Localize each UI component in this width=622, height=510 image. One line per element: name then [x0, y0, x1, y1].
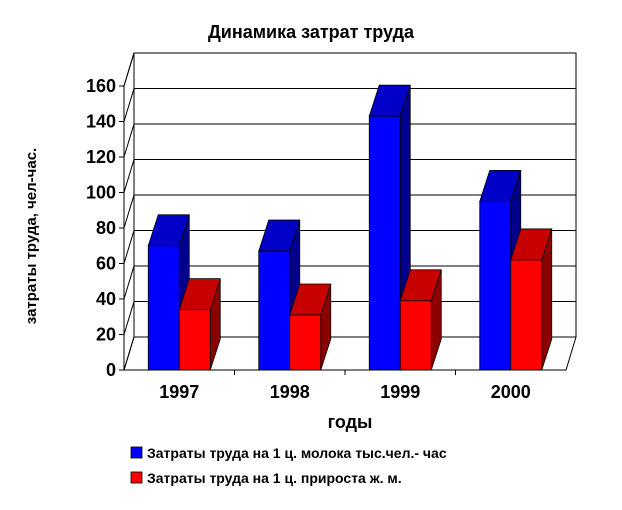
bar-front [479, 200, 512, 371]
gridline [123, 159, 576, 193]
y-tick-label: 20 [96, 325, 116, 345]
bar-front [258, 250, 291, 371]
y-tick-label: 160 [86, 76, 116, 96]
y-tick-label: 60 [96, 254, 116, 274]
legend-label: Затраты труда на 1 ц. молока тыс.чел.- ч… [147, 445, 447, 461]
legend-swatch [130, 446, 143, 459]
bar-front [178, 309, 211, 371]
chart-title: Динамика затрат труда [208, 22, 415, 42]
gridlines [123, 52, 576, 335]
y-tick-label: 140 [86, 112, 116, 132]
legend-swatch [130, 471, 143, 484]
bar-front [368, 115, 401, 371]
bar-front [289, 314, 322, 371]
gridline [123, 194, 576, 229]
legend: Затраты труда на 1 ц. молока тыс.чел.- ч… [130, 445, 447, 486]
y-tick-label: 100 [86, 183, 116, 203]
y-tick-label: 40 [96, 289, 116, 309]
bar-milk [368, 84, 411, 371]
legend-label: Затраты труда на 1 ц. прироста ж. м. [147, 470, 402, 486]
bar-front [510, 259, 543, 371]
bar-weight-gain [178, 278, 221, 371]
bar-front [147, 245, 180, 371]
x-tick-label: 2000 [491, 382, 531, 402]
gridline [123, 230, 576, 264]
y-tick-label: 0 [106, 360, 116, 380]
gridline [123, 52, 576, 87]
x-tick-labels: 1997 1998 1999 2000 [159, 382, 531, 402]
bar-weight-gain [289, 283, 332, 371]
gridline [123, 123, 576, 158]
x-axis-title: годы [328, 412, 373, 432]
y-tick-label: 120 [86, 147, 116, 167]
bars [147, 84, 553, 371]
bar-weight-gain [399, 269, 442, 371]
y-tick-labels: 0 20 40 60 80 100 120 140 160 [86, 76, 116, 380]
x-tick-label: 1998 [270, 382, 310, 402]
gridline [123, 88, 576, 122]
bar-front [399, 300, 432, 371]
x-tick-label: 1999 [380, 382, 420, 402]
x-tick-label: 1997 [159, 382, 199, 402]
gridline [123, 265, 576, 300]
y-tick-label: 80 [96, 218, 116, 238]
y-axis-title: затраты труда, чел-час. [23, 148, 40, 324]
bar-weight-gain [510, 228, 553, 371]
